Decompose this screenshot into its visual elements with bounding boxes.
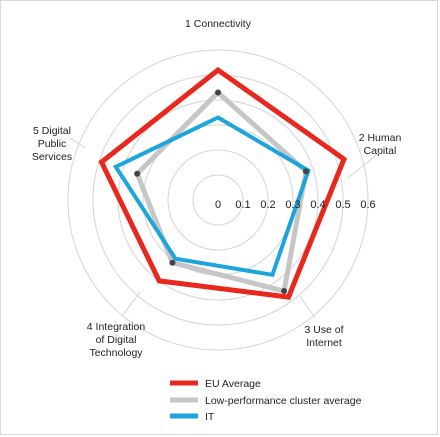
label-leader-line xyxy=(69,137,86,149)
grid-ring xyxy=(192,174,244,226)
series-marker xyxy=(281,288,288,295)
tick-label: 0.2 xyxy=(260,199,275,211)
tick-label: 0.1 xyxy=(235,199,250,211)
axis-label: 2 Human Capital xyxy=(359,132,402,157)
series-line-eu-average xyxy=(98,66,348,300)
tick-label: 0.3 xyxy=(285,199,300,211)
legend-label: EU Average xyxy=(205,378,261,390)
tick-label: 0.5 xyxy=(335,199,350,211)
axis-label: 1 Connectivity xyxy=(185,18,252,30)
legend-label: Low-performance cluster average xyxy=(205,395,362,407)
radial-ticks: 0 0.1 0.2 0.3 0.4 0.5 0.6 xyxy=(215,199,376,211)
series-marker xyxy=(169,259,176,266)
axis-label: 5 Digital Public Services xyxy=(32,125,72,163)
label-leader-line xyxy=(122,291,141,316)
series-line-low-performance-cluster-average xyxy=(134,89,309,295)
legend: EU Average Low-performance cluster averag… xyxy=(170,378,362,423)
axis-labels: 1 Connectivity 2 Human Capital 3 Use of Inte… xyxy=(32,18,402,359)
label-leader-line xyxy=(299,295,316,319)
tick-label: 0 xyxy=(215,199,221,211)
tick-label: 0.4 xyxy=(310,199,325,211)
grid-ring xyxy=(167,149,269,251)
series-marker xyxy=(134,170,141,177)
series-line-it xyxy=(112,115,311,278)
grid-ring xyxy=(92,74,344,326)
series-marker xyxy=(215,89,221,96)
series-marker xyxy=(302,168,309,175)
grid-ring xyxy=(67,49,369,351)
axis-label: 3 Use of Internet xyxy=(304,324,343,349)
label-leader-line xyxy=(347,151,381,179)
radar-series xyxy=(98,66,348,300)
axis-label: 4 Integration of Digital Technology xyxy=(87,321,146,359)
legend-label: IT xyxy=(205,411,215,423)
tick-label: 0.6 xyxy=(360,199,375,211)
